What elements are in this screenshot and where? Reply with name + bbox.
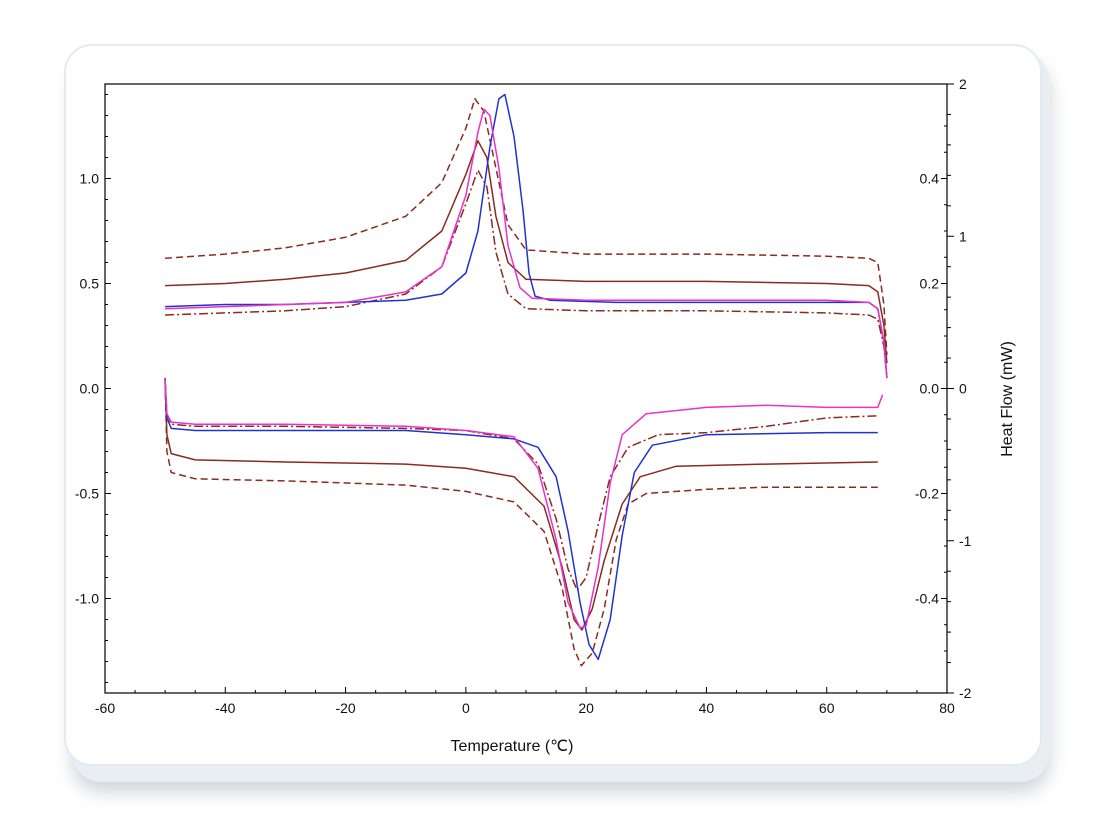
series-4-lower-line [164,382,878,661]
left-tick-label: 0.0 [80,381,100,397]
x-tick-label: 20 [578,700,594,716]
left-tick-label: 1.0 [80,171,100,187]
right-inner-tick-label: -0.2 [915,486,939,502]
series-5-upper-line [165,108,888,379]
left-tick-label: 0.5 [80,276,100,292]
x-tick-label: 0 [462,700,470,716]
series-3-lower-line [164,380,878,591]
right-outer-tick-label: 2 [959,76,967,92]
x-tick-label: 60 [819,700,835,716]
series-1-upper-line [165,97,888,355]
tick-marks [104,83,954,694]
right-inner-tick-label: 0.0 [920,381,940,397]
left-tick-label: -0.5 [75,486,99,502]
curve-group [164,93,888,667]
plot-frame [104,83,948,694]
right-axis-title: Heat Flow (mW) [999,341,1016,457]
right-inner-tick-label: -0.4 [915,591,939,607]
right-outer-tick-label: -2 [959,685,972,701]
x-axis-title: Temperature (℃) [451,738,574,755]
series-3-upper-line [165,169,888,379]
right-outer-tick-label: 0 [959,381,967,397]
tick-labels: -60 -40 -20 0 20 40 60 801.00.50.0-0.5-1.00.40.… [75,76,972,716]
series-2-upper-line [165,139,888,364]
series-2-lower-line [164,377,878,631]
x-tick-label: 40 [699,700,715,716]
right-outer-tick-label: 1 [959,228,967,244]
x-tick-label: 80 [939,700,955,716]
series-5-lower-line [164,380,884,629]
left-tick-label: -1.0 [75,591,99,607]
x-tick-label: -60 [95,700,115,716]
right-inner-tick-label: 0.2 [920,276,940,292]
series-1-lower-line [164,382,878,667]
series-4-upper-line [165,93,888,379]
x-tick-label: -20 [335,700,355,716]
x-tick-label: -40 [215,700,235,716]
right-inner-tick-label: 0.4 [920,171,940,187]
right-outer-tick-label: -1 [959,533,972,549]
